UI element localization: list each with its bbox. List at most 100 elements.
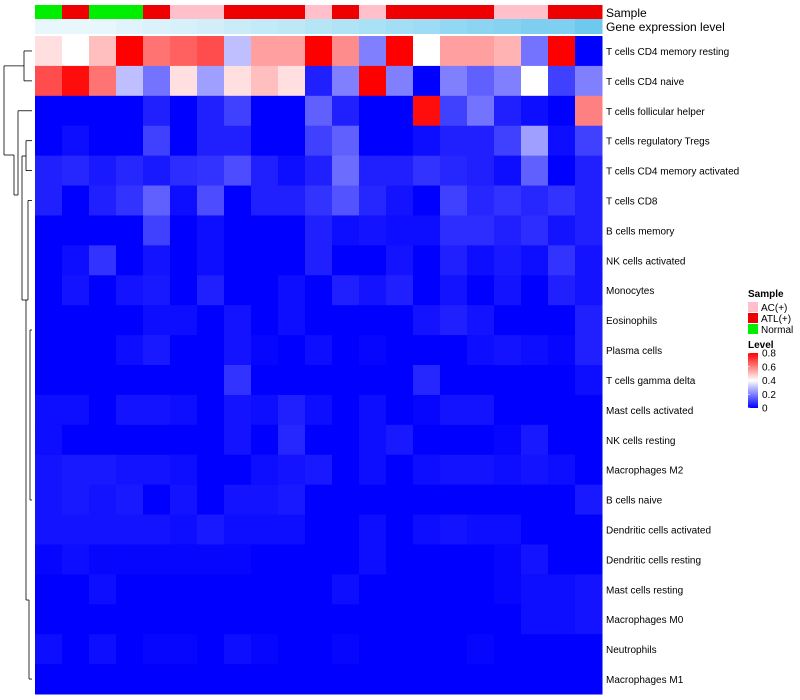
heatmap-cell: [62, 125, 90, 157]
heatmap-cell: [197, 155, 225, 187]
heatmap-cell: [359, 424, 387, 456]
expression-annotation-bar: [35, 19, 603, 34]
heatmap-cell: [359, 65, 387, 97]
heatmap-cell: [197, 484, 225, 516]
heatmap-cell: [251, 155, 279, 187]
heatmap-cell: [305, 664, 333, 695]
heatmap-cell: [197, 365, 225, 396]
heatmap-cell: [521, 215, 549, 246]
heatmap-cell: [332, 574, 360, 605]
heatmap-cell: [521, 245, 549, 276]
heatmap-cell: [62, 514, 90, 545]
heatmap-cell: [575, 95, 603, 127]
heatmap-cell: [251, 65, 279, 97]
heatmap-cell: [170, 335, 198, 366]
sample-annotation-cell: [35, 5, 63, 19]
heatmap-cell: [548, 634, 576, 665]
heatmap-cell: [440, 634, 468, 665]
heatmap-cell: [548, 544, 576, 575]
heatmap-cell: [521, 365, 549, 396]
heatmap-cell: [170, 484, 198, 516]
heatmap-cell: [575, 544, 603, 575]
heatmap-cell: [143, 424, 171, 456]
heatmap-cell: [197, 664, 225, 695]
heatmap-cell: [575, 335, 603, 366]
heatmap-cell: [548, 185, 576, 216]
heatmap-cell: [305, 365, 333, 396]
row-label: Neutrophils: [606, 645, 657, 656]
heatmap-cell: [251, 215, 279, 246]
heatmap-cell: [143, 574, 171, 605]
heatmap-cell: [548, 245, 576, 276]
heatmap-cell: [386, 484, 414, 516]
sample-annotation-cell: [467, 5, 495, 19]
expression-annotation-cell: [278, 19, 306, 34]
heatmap-cell: [143, 454, 171, 486]
heatmap-cell: [548, 514, 576, 545]
sample-annotation-cell: [62, 5, 90, 19]
heatmap-cell: [386, 305, 414, 336]
sample-annotation-cell: [170, 5, 198, 19]
heatmap-cell: [548, 484, 576, 516]
heatmap-cell: [197, 95, 225, 127]
legend-swatch-atl: [748, 313, 758, 323]
heatmap-cell: [413, 275, 441, 306]
sample-annotation-cell: [89, 5, 117, 19]
heatmap-cell: [62, 454, 90, 486]
heatmap-cell: [386, 185, 414, 216]
heatmap-cell: [89, 365, 117, 396]
heatmap-cell: [224, 514, 252, 545]
heatmap-cell: [467, 514, 495, 545]
row-label: T cells CD4 memory resting: [606, 47, 729, 58]
heatmap-cell: [62, 424, 90, 456]
heatmap-cell: [467, 36, 495, 67]
heatmap-cell: [467, 574, 495, 605]
heatmap-cell: [35, 245, 63, 276]
heatmap-cell: [575, 484, 603, 516]
heatmap-cell: [494, 36, 522, 67]
heatmap-cell: [386, 275, 414, 306]
heatmap-cell: [251, 275, 279, 306]
heatmap-cell: [278, 604, 306, 635]
heatmap-cell: [440, 604, 468, 635]
heatmap-cell: [278, 335, 306, 366]
heatmap-cell: [332, 275, 360, 306]
legend-label-normal: Normal: [761, 325, 793, 336]
heatmap-cell: [305, 514, 333, 545]
heatmap-cell: [116, 454, 144, 486]
heatmap-cell: [170, 514, 198, 545]
heatmap-cell: [359, 664, 387, 695]
heatmap-cell: [278, 65, 306, 97]
heatmap-cell: [467, 544, 495, 575]
heatmap-cell: [116, 365, 144, 396]
heatmap-cell: [143, 36, 171, 67]
heatmap-cell: [494, 305, 522, 336]
heatmap-cell: [548, 305, 576, 336]
heatmap-cell: [467, 424, 495, 456]
heatmap-cell: [197, 544, 225, 575]
heatmap-cell: [89, 215, 117, 246]
heatmap-cell: [35, 185, 63, 216]
heatmap-cell: [224, 604, 252, 635]
heatmap-cell: [278, 275, 306, 306]
heatmap-cell: [251, 125, 279, 157]
heatmap-cell: [359, 215, 387, 246]
heatmap-cell: [305, 604, 333, 635]
legend-swatch-ac: [748, 302, 758, 312]
heatmap-cell: [278, 634, 306, 665]
heatmap-cells: [35, 36, 603, 695]
heatmap-cell: [413, 185, 441, 216]
expression-annotation-cell: [143, 19, 171, 34]
heatmap-cell: [575, 634, 603, 665]
level-legend-title: Level: [748, 340, 774, 351]
expression-annotation-cell: [521, 19, 549, 34]
heatmap-cell: [332, 36, 360, 67]
heatmap-cell: [359, 335, 387, 366]
heatmap-cell: [224, 275, 252, 306]
heatmap-cell: [278, 125, 306, 157]
heatmap-cell: [494, 604, 522, 635]
heatmap-cell: [224, 155, 252, 187]
heatmap-cell: [89, 664, 117, 695]
heatmap-cell: [467, 394, 495, 426]
sample-annotation-cell: [278, 5, 306, 19]
